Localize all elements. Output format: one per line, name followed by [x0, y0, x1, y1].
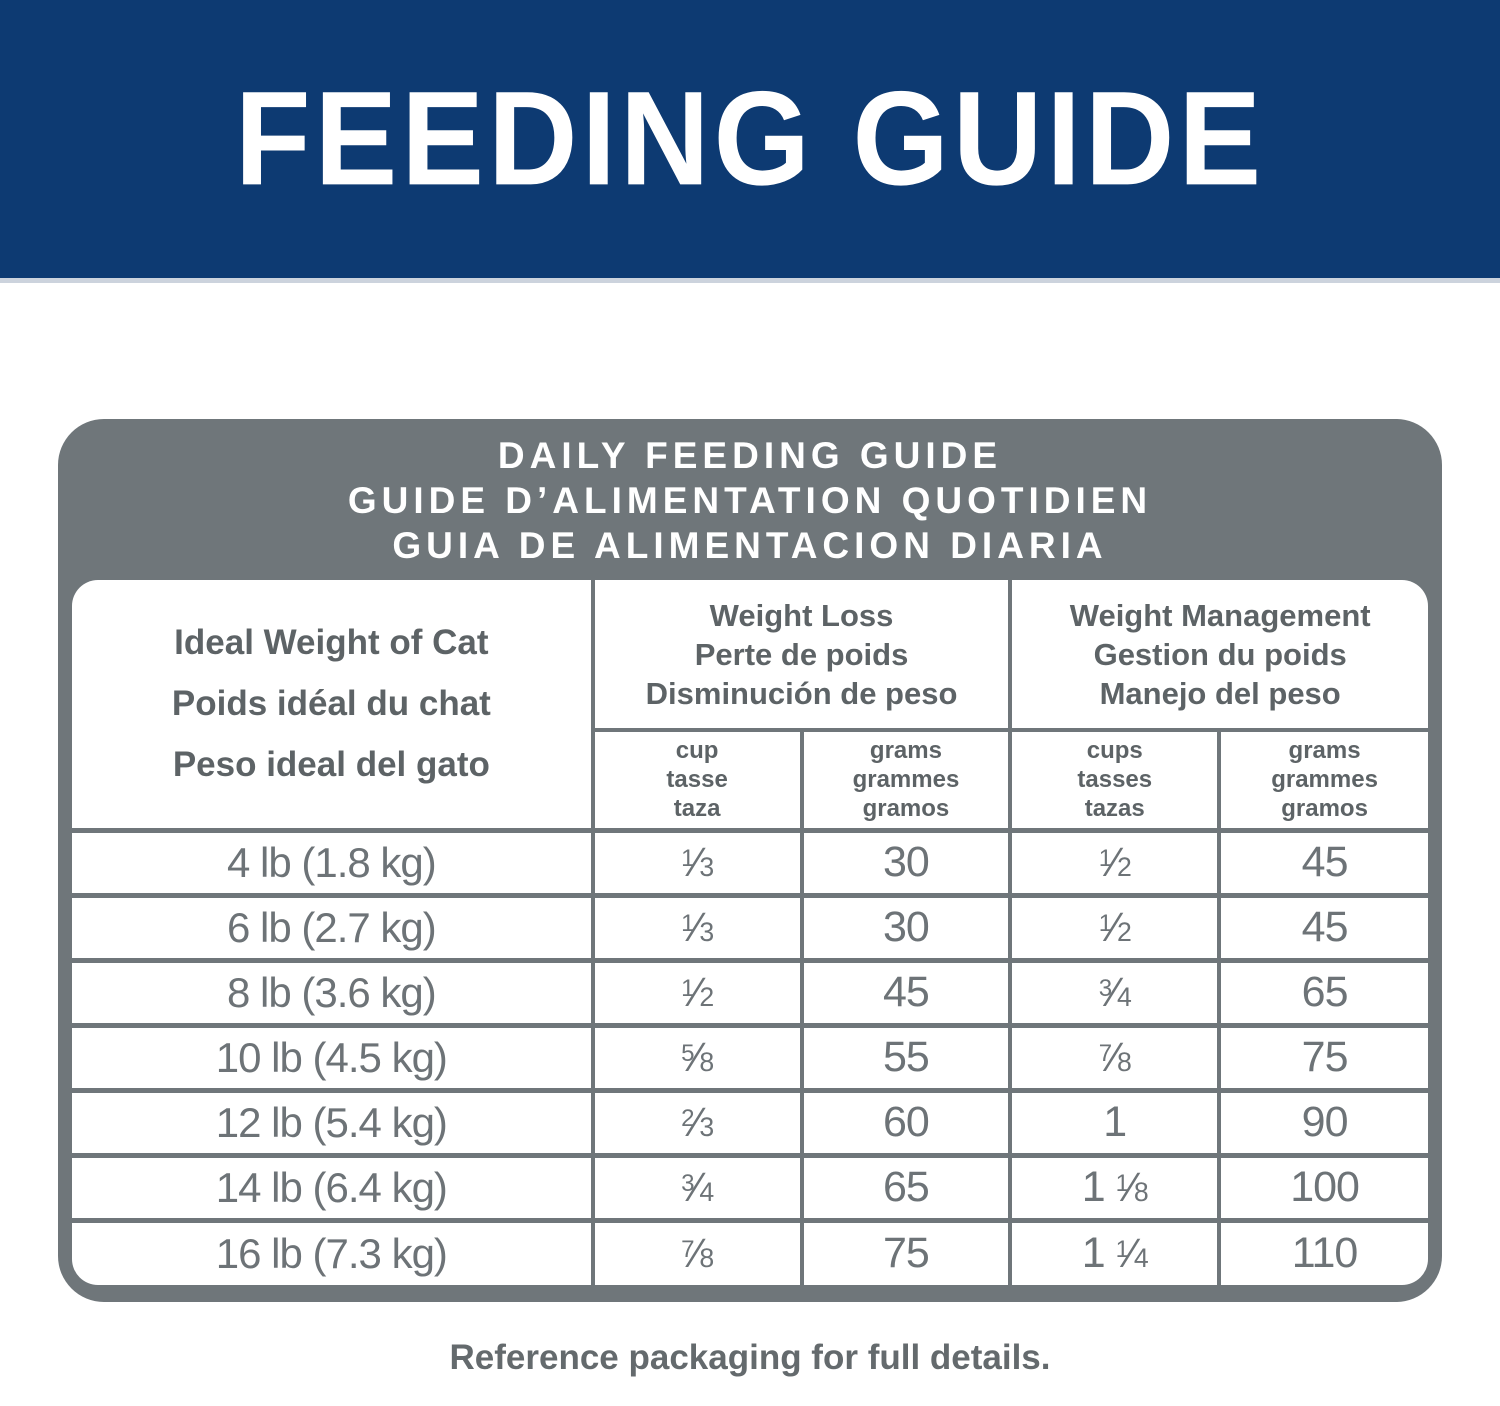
- ideal-weight-cell: 14 lb (6.4 kg): [72, 1152, 595, 1222]
- weight-management-cups-cell: 1 1⁄4: [1008, 1217, 1222, 1285]
- weight-loss-cup-cell: 1⁄2: [590, 957, 804, 1027]
- table-row: 8 lb (3.6 kg) 1⁄2 45 3⁄4 65: [72, 957, 1428, 1027]
- ideal-weight-cell: 6 lb (2.7 kg): [72, 892, 595, 962]
- feeding-guide-banner: FEEDING GUIDE: [0, 0, 1500, 283]
- weight-management-cups-cell: 7⁄8: [1008, 1022, 1222, 1092]
- footer-note: Reference packaging for full details.: [449, 1338, 1051, 1377]
- weight-management-cups-cell: 1⁄2: [1008, 827, 1222, 897]
- weight-loss-grams-cell: 45: [799, 957, 1013, 1027]
- wm-grams-line-es: gramos: [1281, 795, 1368, 823]
- banner-title: FEEDING GUIDE: [234, 64, 1266, 214]
- weight-management-line-fr: Gestion du poids: [1093, 636, 1347, 672]
- wl-grams-line-en: grams: [869, 737, 942, 765]
- feeding-table: Ideal Weight of Cat Poids idéal du chat …: [72, 580, 1428, 1285]
- table-row: 10 lb (4.5 kg) 5⁄8 55 7⁄8 75: [72, 1022, 1428, 1092]
- feeding-table-body: 4 lb (1.8 kg) 1⁄3 30 1⁄2 45 6 lb (2.7 kg) 1⁄3 3…: [72, 827, 1428, 1285]
- card-title: DAILY FEEDING GUIDE GUIDE D’ALIMENTATION…: [72, 431, 1428, 580]
- weight-loss-grams-cell: 30: [799, 892, 1013, 962]
- ideal-weight-line-fr: Poids idéal du chat: [171, 684, 491, 724]
- weight-management-grams-cell: 100: [1217, 1152, 1428, 1222]
- weight-management-grams-cell: 65: [1217, 957, 1428, 1027]
- col-header-weight-loss: Weight Loss Perte de poids Disminución d…: [590, 580, 1013, 732]
- weight-loss-cup-cell: 2⁄3: [590, 1087, 804, 1157]
- wm-cups-line-en: cups: [1086, 737, 1143, 765]
- feeding-table-wrap: Ideal Weight of Cat Poids idéal du chat …: [72, 580, 1428, 1285]
- wm-cups-line-es: tazas: [1084, 795, 1145, 823]
- weight-loss-cup-cell: 3⁄4: [590, 1152, 804, 1222]
- weight-management-cups-cell: 1 1⁄8: [1008, 1152, 1222, 1222]
- table-row: 4 lb (1.8 kg) 1⁄3 30 1⁄2 45: [72, 827, 1428, 897]
- weight-loss-grams-cell: 75: [799, 1217, 1013, 1285]
- ideal-weight-cell: 12 lb (5.4 kg): [72, 1087, 595, 1157]
- ideal-weight-cell: 16 lb (7.3 kg): [72, 1217, 595, 1285]
- group-header-row: Ideal Weight of Cat Poids idéal du chat …: [72, 580, 1428, 832]
- weight-management-cups-cell: 3⁄4: [1008, 957, 1222, 1027]
- col-header-weight-management: Weight Management Gestion du poids Manej…: [1008, 580, 1428, 732]
- weight-management-line-es: Manejo del peso: [1099, 675, 1341, 711]
- weight-loss-line-fr: Perte de poids: [694, 636, 909, 672]
- ideal-weight-cell: 8 lb (3.6 kg): [72, 957, 595, 1027]
- subcol-weight-loss-cup: cup tasse taza: [592, 728, 804, 832]
- weight-loss-line-es: Disminución de peso: [645, 675, 958, 711]
- weight-loss-line-en: Weight Loss: [709, 597, 894, 633]
- weight-management-cups-cell: 1⁄2: [1008, 892, 1222, 962]
- table-row: 16 lb (7.3 kg) 7⁄8 75 1 1⁄4 110: [72, 1217, 1428, 1285]
- weight-loss-grams-cell: 60: [799, 1087, 1013, 1157]
- card-title-line-es: GUIA DE ALIMENTACION DIARIA: [392, 525, 1108, 566]
- wl-cup-line-fr: tasse: [666, 766, 728, 794]
- weight-management-grams-cell: 90: [1217, 1087, 1428, 1157]
- ideal-weight-line-es: Peso ideal del gato: [172, 745, 490, 785]
- weight-management-grams-cell: 110: [1217, 1217, 1428, 1285]
- wm-grams-line-fr: grammes: [1271, 766, 1378, 794]
- ideal-weight-cell: 4 lb (1.8 kg): [72, 827, 595, 897]
- weight-loss-cup-cell: 7⁄8: [590, 1217, 804, 1285]
- weight-management-grams-cell: 45: [1217, 892, 1428, 962]
- weight-loss-cup-cell: 5⁄8: [590, 1022, 804, 1092]
- col-header-ideal-weight: Ideal Weight of Cat Poids idéal du chat …: [72, 580, 595, 832]
- weight-loss-grams-cell: 65: [799, 1152, 1013, 1222]
- weight-management-cups-cell: 1: [1008, 1087, 1222, 1157]
- wl-grams-line-fr: grammes: [852, 766, 960, 794]
- wl-grams-line-es: gramos: [862, 795, 950, 823]
- wl-cup-line-es: taza: [673, 795, 721, 823]
- weight-loss-grams-cell: 30: [799, 827, 1013, 897]
- weight-management-line-en: Weight Management: [1069, 597, 1371, 633]
- card-title-line-en: DAILY FEEDING GUIDE: [497, 435, 1003, 476]
- feeding-table-head: Ideal Weight of Cat Poids idéal du chat …: [72, 580, 1428, 832]
- ideal-weight-cell: 10 lb (4.5 kg): [72, 1022, 595, 1092]
- weight-loss-cup-cell: 1⁄3: [590, 892, 804, 962]
- subcol-weight-management-grams: grams grammes gramos: [1217, 728, 1428, 832]
- table-row: 6 lb (2.7 kg) 1⁄3 30 1⁄2 45: [72, 892, 1428, 962]
- ideal-weight-line-en: Ideal Weight of Cat: [174, 623, 489, 663]
- weight-loss-cup-cell: 1⁄3: [590, 827, 804, 897]
- weight-management-grams-cell: 45: [1217, 827, 1428, 897]
- wm-cups-line-fr: tasses: [1077, 766, 1153, 794]
- daily-feeding-guide-card: DAILY FEEDING GUIDE GUIDE D’ALIMENTATION…: [58, 419, 1442, 1302]
- wl-cup-line-en: cup: [675, 737, 719, 765]
- table-row: 12 lb (5.4 kg) 2⁄3 60 1 90: [72, 1087, 1428, 1157]
- weight-loss-grams-cell: 55: [799, 1022, 1013, 1092]
- subcol-weight-management-cups: cups tasses tazas: [1008, 728, 1222, 832]
- weight-management-grams-cell: 75: [1217, 1022, 1428, 1092]
- subcol-weight-loss-grams: grams grammes gramos: [799, 728, 1013, 832]
- subcolumn-header-row: cup tasse taza grams grammes gramos cups…: [72, 728, 1428, 832]
- table-row: 14 lb (6.4 kg) 3⁄4 65 1 1⁄8 100: [72, 1152, 1428, 1222]
- card-title-line-fr: GUIDE D’ALIMENTATION QUOTIDIEN: [347, 480, 1153, 521]
- wm-grams-line-en: grams: [1288, 737, 1361, 765]
